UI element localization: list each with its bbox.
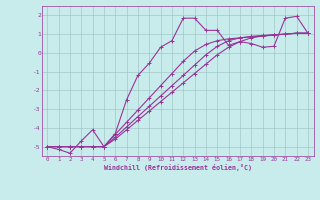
X-axis label: Windchill (Refroidissement éolien,°C): Windchill (Refroidissement éolien,°C) [104, 164, 252, 171]
